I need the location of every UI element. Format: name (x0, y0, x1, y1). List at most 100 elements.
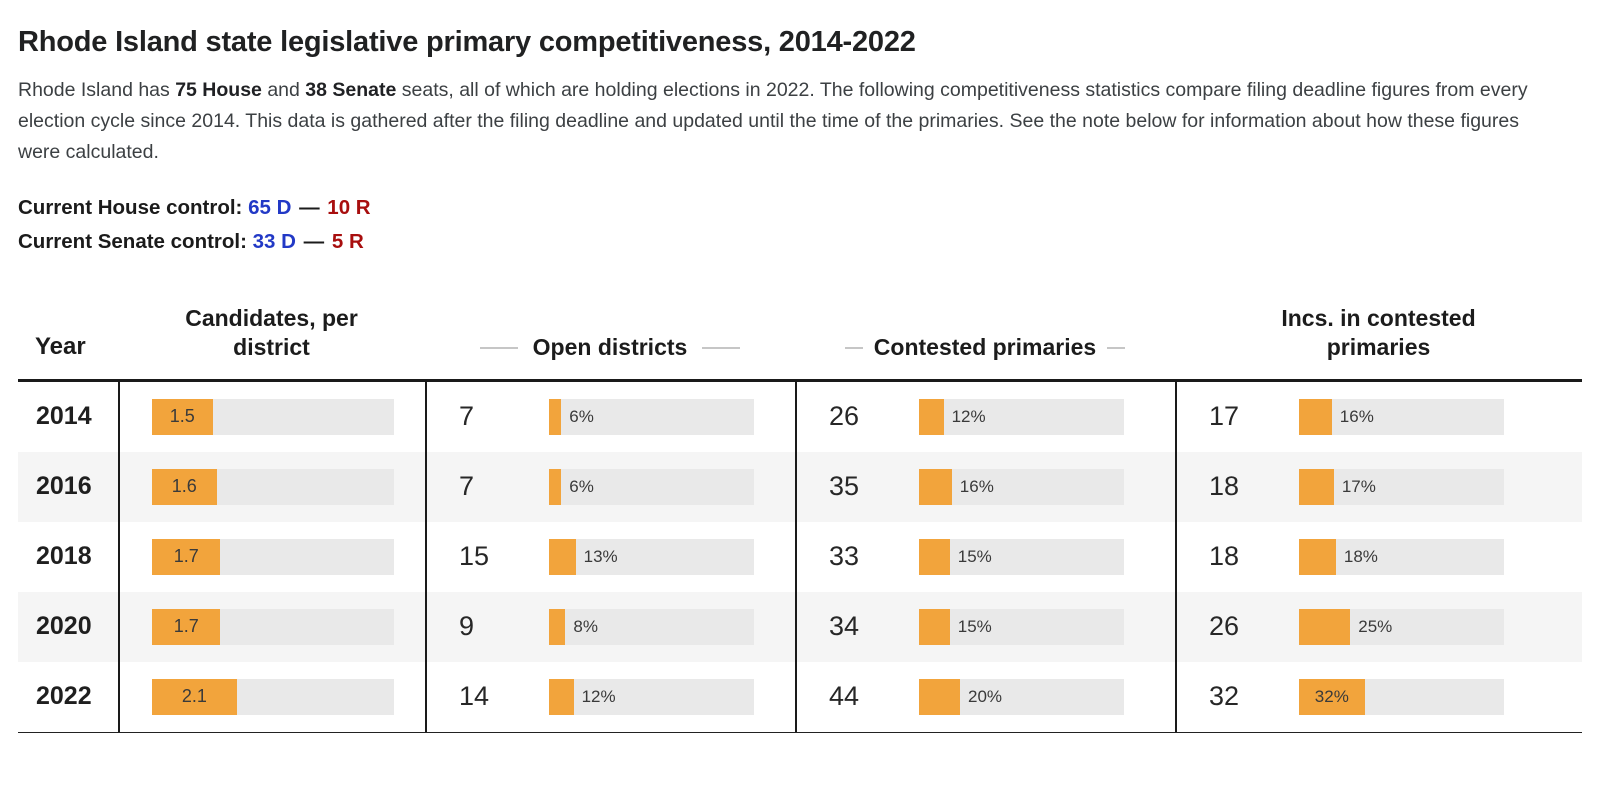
contested-bar-track: 15% (919, 538, 1124, 575)
candidates-bar-track: 1.7 (152, 608, 394, 645)
contested-bar-fill (919, 538, 950, 575)
open-bar-fill (549, 468, 562, 505)
year-cell: 2022 (18, 662, 118, 732)
candidates-bar-label: 1.7 (173, 546, 199, 567)
incs-count: 18 (1209, 541, 1240, 572)
incs-cell: 17 16% (1175, 381, 1582, 452)
candidates-bar-track: 1.6 (152, 468, 394, 505)
decorative-line (479, 347, 518, 350)
candidates-bar-label: 1.6 (171, 476, 197, 497)
intro-text-1: Rhode Island has (18, 79, 176, 101)
contested-count: 26 (829, 401, 860, 432)
open-bar-label: 12% (581, 686, 616, 706)
contested-cell: 44 20% (795, 661, 1175, 732)
open-cell: 9 8% (425, 591, 795, 662)
incs-cell: 26 25% (1175, 591, 1582, 662)
open-cell: 7 6% (425, 451, 795, 522)
contested-bar-fill (919, 678, 960, 715)
page-title: Rhode Island state legislative primary c… (18, 26, 916, 58)
column-header-open-label: Open districts (532, 334, 688, 361)
year-cell: 2016 (18, 452, 118, 522)
year-label: 2016 (36, 472, 92, 501)
column-header-contested: Contested primaries (795, 333, 1175, 362)
incs-bar-label: 16% (1339, 406, 1374, 426)
incs-bar-fill (1299, 398, 1332, 435)
incs-count: 26 (1209, 611, 1240, 642)
incs-bar-fill (1299, 538, 1336, 575)
contested-bar-label: 16% (959, 476, 994, 496)
open-cell: 7 6% (425, 381, 795, 452)
contested-count: 35 (829, 471, 860, 502)
contested-bar-label: 15% (957, 616, 992, 636)
year-label: 2020 (36, 612, 92, 641)
open-bar-label: 6% (569, 406, 594, 426)
table-row: 2022 2.1 14 12% 44 20% 32 32% (18, 661, 1582, 732)
contested-bar-fill (919, 398, 944, 435)
year-cell: 2018 (18, 522, 118, 592)
contested-bar-track: 16% (919, 468, 1124, 505)
candidates-bar-track: 2.1 (152, 678, 394, 715)
contested-cell: 33 15% (795, 521, 1175, 592)
intro-paragraph: Rhode Island has 75 House and 38 Senate … (18, 75, 1563, 167)
contested-bar-label: 12% (951, 406, 986, 426)
open-bar-label: 8% (573, 616, 598, 636)
incs-bar-label: 17% (1341, 476, 1376, 496)
open-count: 15 (459, 541, 490, 572)
senate-control-label: Current Senate control: (18, 230, 247, 254)
chamber-control-summary: Current House control: 65 D — 10 R Curre… (18, 193, 1582, 258)
senate-dem-count: 33 D (252, 230, 296, 254)
contested-count: 34 (829, 611, 860, 642)
open-bar-track: 6% (549, 398, 754, 435)
competitiveness-table: Year Candidates, per district Open distr… (18, 304, 1582, 733)
candidates-bar-label: 1.5 (169, 406, 195, 427)
candidates-bar-fill: 1.6 (152, 468, 217, 505)
house-control-label: Current House control: (18, 196, 243, 220)
year-label: 2018 (36, 542, 92, 571)
page: Rhode Island state legislative primary c… (0, 26, 1600, 733)
incs-count: 17 (1209, 401, 1240, 432)
incs-bar-fill (1299, 608, 1351, 645)
incs-bar-track: 16% (1299, 398, 1504, 435)
year-label: 2022 (36, 682, 92, 711)
candidates-bar-fill: 1.7 (152, 538, 221, 575)
open-bar-fill (549, 608, 566, 645)
incs-bar-track: 18% (1299, 538, 1504, 575)
table-header-row: Year Candidates, per district Open distr… (18, 304, 1582, 382)
contested-bar-fill (919, 468, 952, 505)
contested-cell: 34 15% (795, 591, 1175, 662)
decorative-line (1107, 347, 1126, 350)
contested-count: 44 (829, 681, 860, 712)
decorative-line (844, 347, 863, 350)
column-header-incs: Incs. in contested primaries (1175, 304, 1582, 363)
open-bar-fill (549, 398, 562, 435)
open-count: 7 (459, 471, 475, 502)
incs-bar-label: 32% (1314, 686, 1349, 706)
candidates-bar-track: 1.7 (152, 538, 394, 575)
open-count: 9 (459, 611, 475, 642)
open-bar-label: 6% (569, 476, 594, 496)
senate-seats-bold: 38 Senate (305, 79, 397, 101)
candidates-cell: 1.6 (118, 451, 425, 522)
table-row: 2014 1.5 7 6% 26 12% 17 16% (18, 381, 1582, 452)
senate-control-line: Current Senate control: 33 D — 5 R (18, 227, 1582, 258)
open-bar-fill (549, 678, 574, 715)
contested-cell: 35 16% (795, 451, 1175, 522)
table-row: 2020 1.7 9 8% 34 15% 26 25% (18, 591, 1582, 662)
candidates-cell: 1.7 (118, 521, 425, 592)
open-bar-fill (549, 538, 576, 575)
incs-cell: 32 32% (1175, 661, 1582, 732)
dash-separator: — (299, 196, 320, 220)
column-header-incs-label: Incs. in contested primaries (1281, 304, 1476, 361)
house-rep-count: 10 R (327, 196, 371, 220)
contested-bar-track: 20% (919, 678, 1124, 715)
intro-text-2: and (261, 79, 306, 101)
table-row: 2018 1.7 15 13% 33 15% 18 18% (18, 521, 1582, 592)
table-row: 2016 1.6 7 6% 35 16% 18 17% (18, 451, 1582, 522)
candidates-bar-label: 2.1 (181, 686, 207, 707)
incs-count: 32 (1209, 681, 1240, 712)
incs-bar-fill: 32% (1299, 678, 1365, 715)
column-header-year: Year (35, 333, 86, 361)
candidates-bar-track: 1.5 (152, 398, 394, 435)
open-count: 7 (459, 401, 475, 432)
contested-bar-track: 15% (919, 608, 1124, 645)
